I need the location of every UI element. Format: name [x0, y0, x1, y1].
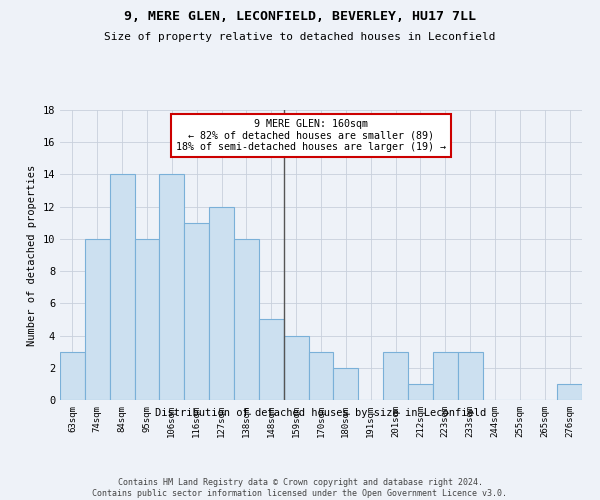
- Text: Distribution of detached houses by size in Leconfield: Distribution of detached houses by size …: [155, 408, 487, 418]
- Bar: [234, 239, 259, 400]
- Text: 9, MERE GLEN, LECONFIELD, BEVERLEY, HU17 7LL: 9, MERE GLEN, LECONFIELD, BEVERLEY, HU17…: [124, 10, 476, 23]
- Bar: [134, 239, 160, 400]
- Bar: [209, 206, 234, 400]
- Bar: [110, 174, 134, 400]
- Bar: [284, 336, 308, 400]
- Bar: [184, 223, 209, 400]
- Text: Contains HM Land Registry data © Crown copyright and database right 2024.
Contai: Contains HM Land Registry data © Crown c…: [92, 478, 508, 498]
- Bar: [259, 320, 284, 400]
- Bar: [383, 352, 408, 400]
- Y-axis label: Number of detached properties: Number of detached properties: [27, 164, 37, 346]
- Bar: [85, 239, 110, 400]
- Bar: [160, 174, 184, 400]
- Bar: [433, 352, 458, 400]
- Bar: [334, 368, 358, 400]
- Bar: [308, 352, 334, 400]
- Bar: [408, 384, 433, 400]
- Bar: [557, 384, 582, 400]
- Bar: [60, 352, 85, 400]
- Text: Size of property relative to detached houses in Leconfield: Size of property relative to detached ho…: [104, 32, 496, 42]
- Bar: [458, 352, 482, 400]
- Text: 9 MERE GLEN: 160sqm
← 82% of detached houses are smaller (89)
18% of semi-detach: 9 MERE GLEN: 160sqm ← 82% of detached ho…: [176, 118, 446, 152]
